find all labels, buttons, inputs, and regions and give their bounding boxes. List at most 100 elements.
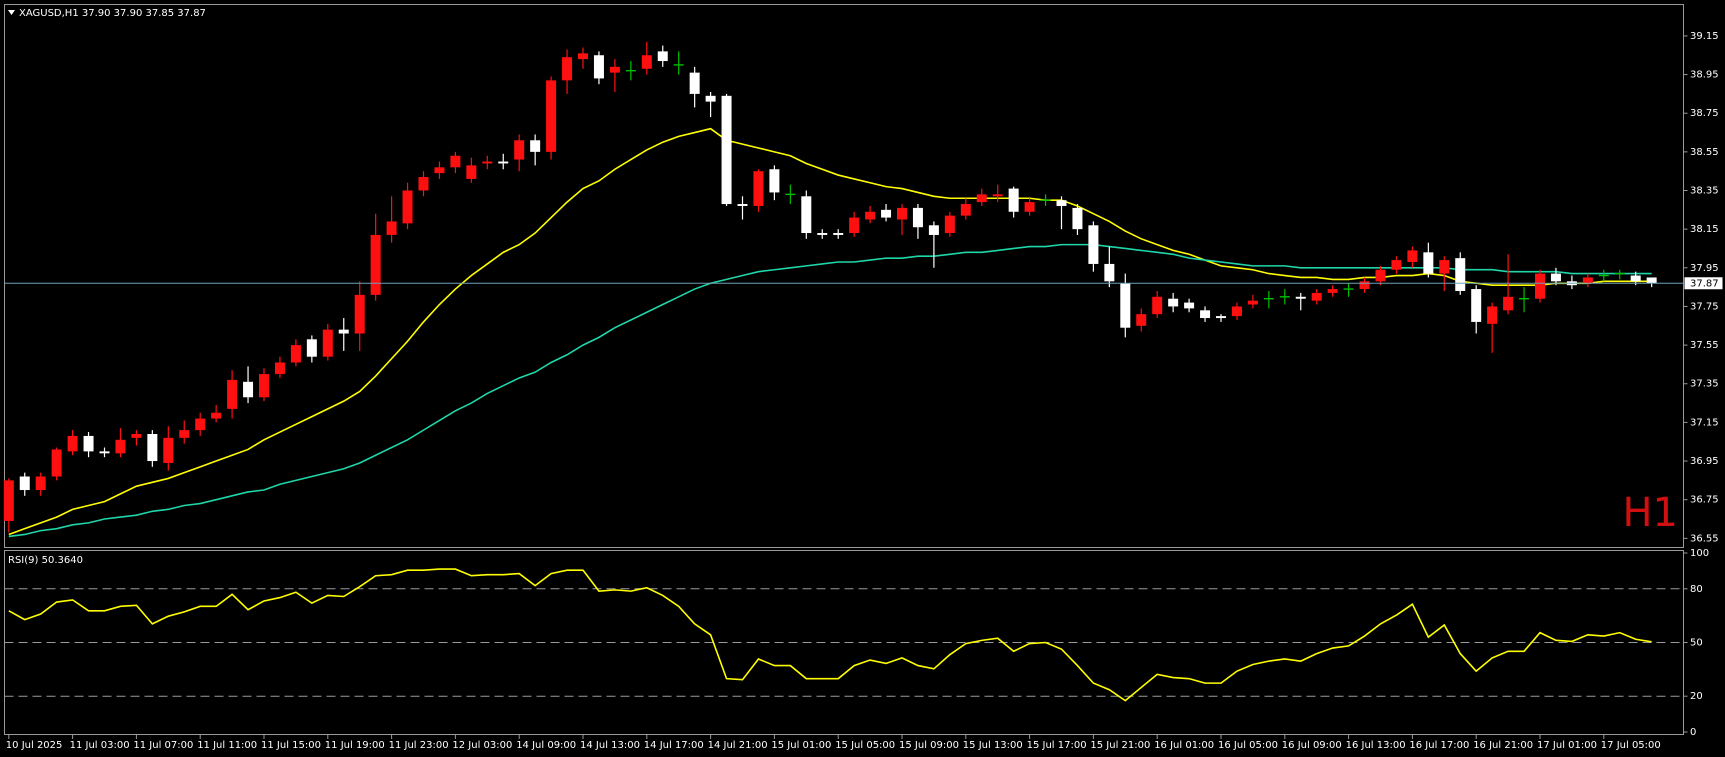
y-tick-label: 37.95 bbox=[1690, 263, 1719, 274]
last-price-tag bbox=[1684, 277, 1723, 290]
candle-body bbox=[976, 194, 987, 203]
candle-body bbox=[657, 51, 668, 62]
candle-body bbox=[211, 412, 222, 419]
candle-body bbox=[274, 362, 285, 375]
candle-body bbox=[354, 294, 365, 334]
x-tick-label: 11 Jul 23:00 bbox=[389, 740, 449, 751]
candle-body bbox=[466, 165, 477, 179]
candle-body bbox=[1247, 300, 1258, 305]
candle-body bbox=[259, 374, 269, 398]
candle-body bbox=[402, 190, 413, 224]
candle-body bbox=[769, 169, 780, 193]
candle-body bbox=[1359, 281, 1370, 290]
candle-body bbox=[1550, 273, 1561, 282]
candle-body bbox=[912, 207, 923, 228]
candle-body bbox=[1407, 250, 1418, 263]
candle-body bbox=[881, 209, 892, 218]
x-tick-label: 17 Jul 01:00 bbox=[1537, 740, 1597, 751]
x-tick-label: 14 Jul 09:00 bbox=[516, 740, 576, 751]
x-tick-label: 17 Jul 05:00 bbox=[1601, 740, 1661, 751]
y-tick-label: 37.55 bbox=[1690, 340, 1719, 351]
candle-body bbox=[1375, 269, 1386, 282]
candle-body bbox=[897, 207, 907, 220]
y-tick-label: 38.15 bbox=[1690, 224, 1719, 235]
last-price-label: 37.87 bbox=[1690, 278, 1719, 289]
candle-body bbox=[1535, 273, 1545, 299]
candle-body bbox=[1024, 202, 1035, 212]
x-tick-label: 12 Jul 03:00 bbox=[452, 740, 512, 751]
candle-body bbox=[243, 381, 254, 398]
candle-body bbox=[386, 221, 397, 235]
candle-body bbox=[801, 196, 812, 234]
candle-body bbox=[179, 430, 190, 438]
y-tick-label: 38.55 bbox=[1690, 147, 1719, 158]
candle-body bbox=[1136, 314, 1147, 326]
candle-body bbox=[434, 167, 445, 174]
menu-arrow[interactable] bbox=[8, 10, 15, 15]
candle-body bbox=[928, 225, 939, 235]
candle-body bbox=[3, 480, 14, 521]
y-tick-label: 100 bbox=[1690, 548, 1709, 559]
candle-body bbox=[737, 204, 748, 206]
candle-body bbox=[1423, 252, 1434, 274]
y-tick-label: 38.95 bbox=[1690, 70, 1719, 81]
candle-body bbox=[1231, 306, 1242, 317]
y-tick-label: 50 bbox=[1690, 638, 1703, 649]
candle-body bbox=[1391, 260, 1402, 270]
x-tick-label: 16 Jul 17:00 bbox=[1409, 740, 1469, 751]
candle-body bbox=[99, 451, 110, 454]
rsi-title: RSI(9) 50.3640 bbox=[8, 555, 83, 566]
y-tick-label: 38.75 bbox=[1690, 108, 1719, 119]
y-tick-label: 36.95 bbox=[1690, 456, 1719, 467]
candle-body bbox=[131, 433, 142, 438]
x-tick-label: 15 Jul 17:00 bbox=[1027, 740, 1087, 751]
candle-body bbox=[370, 234, 381, 295]
candle-body bbox=[83, 435, 94, 452]
candle-body bbox=[306, 339, 317, 357]
chart-title: XAGUSD,H1 37.90 37.90 37.85 37.87 bbox=[19, 8, 206, 19]
candle-body bbox=[35, 476, 46, 491]
candle-body bbox=[1056, 200, 1067, 206]
rsi-line bbox=[8, 568, 1652, 702]
x-tick-label: 11 Jul 15:00 bbox=[261, 740, 321, 751]
candle-body bbox=[1582, 277, 1593, 284]
candle-body bbox=[578, 53, 588, 60]
candle-body bbox=[1168, 298, 1179, 307]
candle-body bbox=[1088, 225, 1099, 264]
x-tick-label: 14 Jul 17:00 bbox=[644, 740, 704, 751]
y-tick-label: 0 bbox=[1690, 727, 1696, 738]
moving-average bbox=[8, 243, 1652, 538]
x-tick-label: 11 Jul 19:00 bbox=[325, 740, 385, 751]
x-tick-label: 16 Jul 05:00 bbox=[1218, 740, 1278, 751]
candle-body bbox=[19, 476, 30, 491]
candle-body bbox=[1200, 310, 1211, 319]
candle-body bbox=[944, 215, 955, 234]
x-tick-label: 14 Jul 21:00 bbox=[708, 740, 768, 751]
candle-body bbox=[450, 155, 461, 168]
candle-body bbox=[1295, 296, 1306, 299]
candle-body bbox=[514, 140, 525, 160]
x-tick-label: 15 Jul 09:00 bbox=[899, 740, 959, 751]
x-tick-label: 15 Jul 13:00 bbox=[963, 740, 1023, 751]
candle-body bbox=[1072, 207, 1083, 230]
x-tick-label: 15 Jul 21:00 bbox=[1090, 740, 1150, 751]
x-tick-label: 16 Jul 21:00 bbox=[1473, 740, 1533, 751]
candle-body bbox=[689, 72, 700, 94]
candle-body bbox=[1471, 289, 1482, 322]
candle-body bbox=[322, 329, 333, 357]
x-tick-label: 11 Jul 03:00 bbox=[70, 740, 130, 751]
candle-body bbox=[1646, 277, 1657, 284]
candle-body bbox=[641, 55, 652, 69]
y-tick-label: 37.75 bbox=[1690, 301, 1719, 312]
candle-body bbox=[1439, 260, 1450, 274]
candle-body bbox=[1455, 258, 1466, 291]
candle-body bbox=[849, 217, 860, 234]
candle-body bbox=[865, 211, 876, 220]
candle-body bbox=[1152, 296, 1163, 315]
candle-body bbox=[67, 435, 78, 452]
y-tick-label: 36.75 bbox=[1690, 495, 1719, 506]
x-tick-label: 11 Jul 11:00 bbox=[197, 740, 257, 751]
candle-body bbox=[498, 161, 509, 164]
